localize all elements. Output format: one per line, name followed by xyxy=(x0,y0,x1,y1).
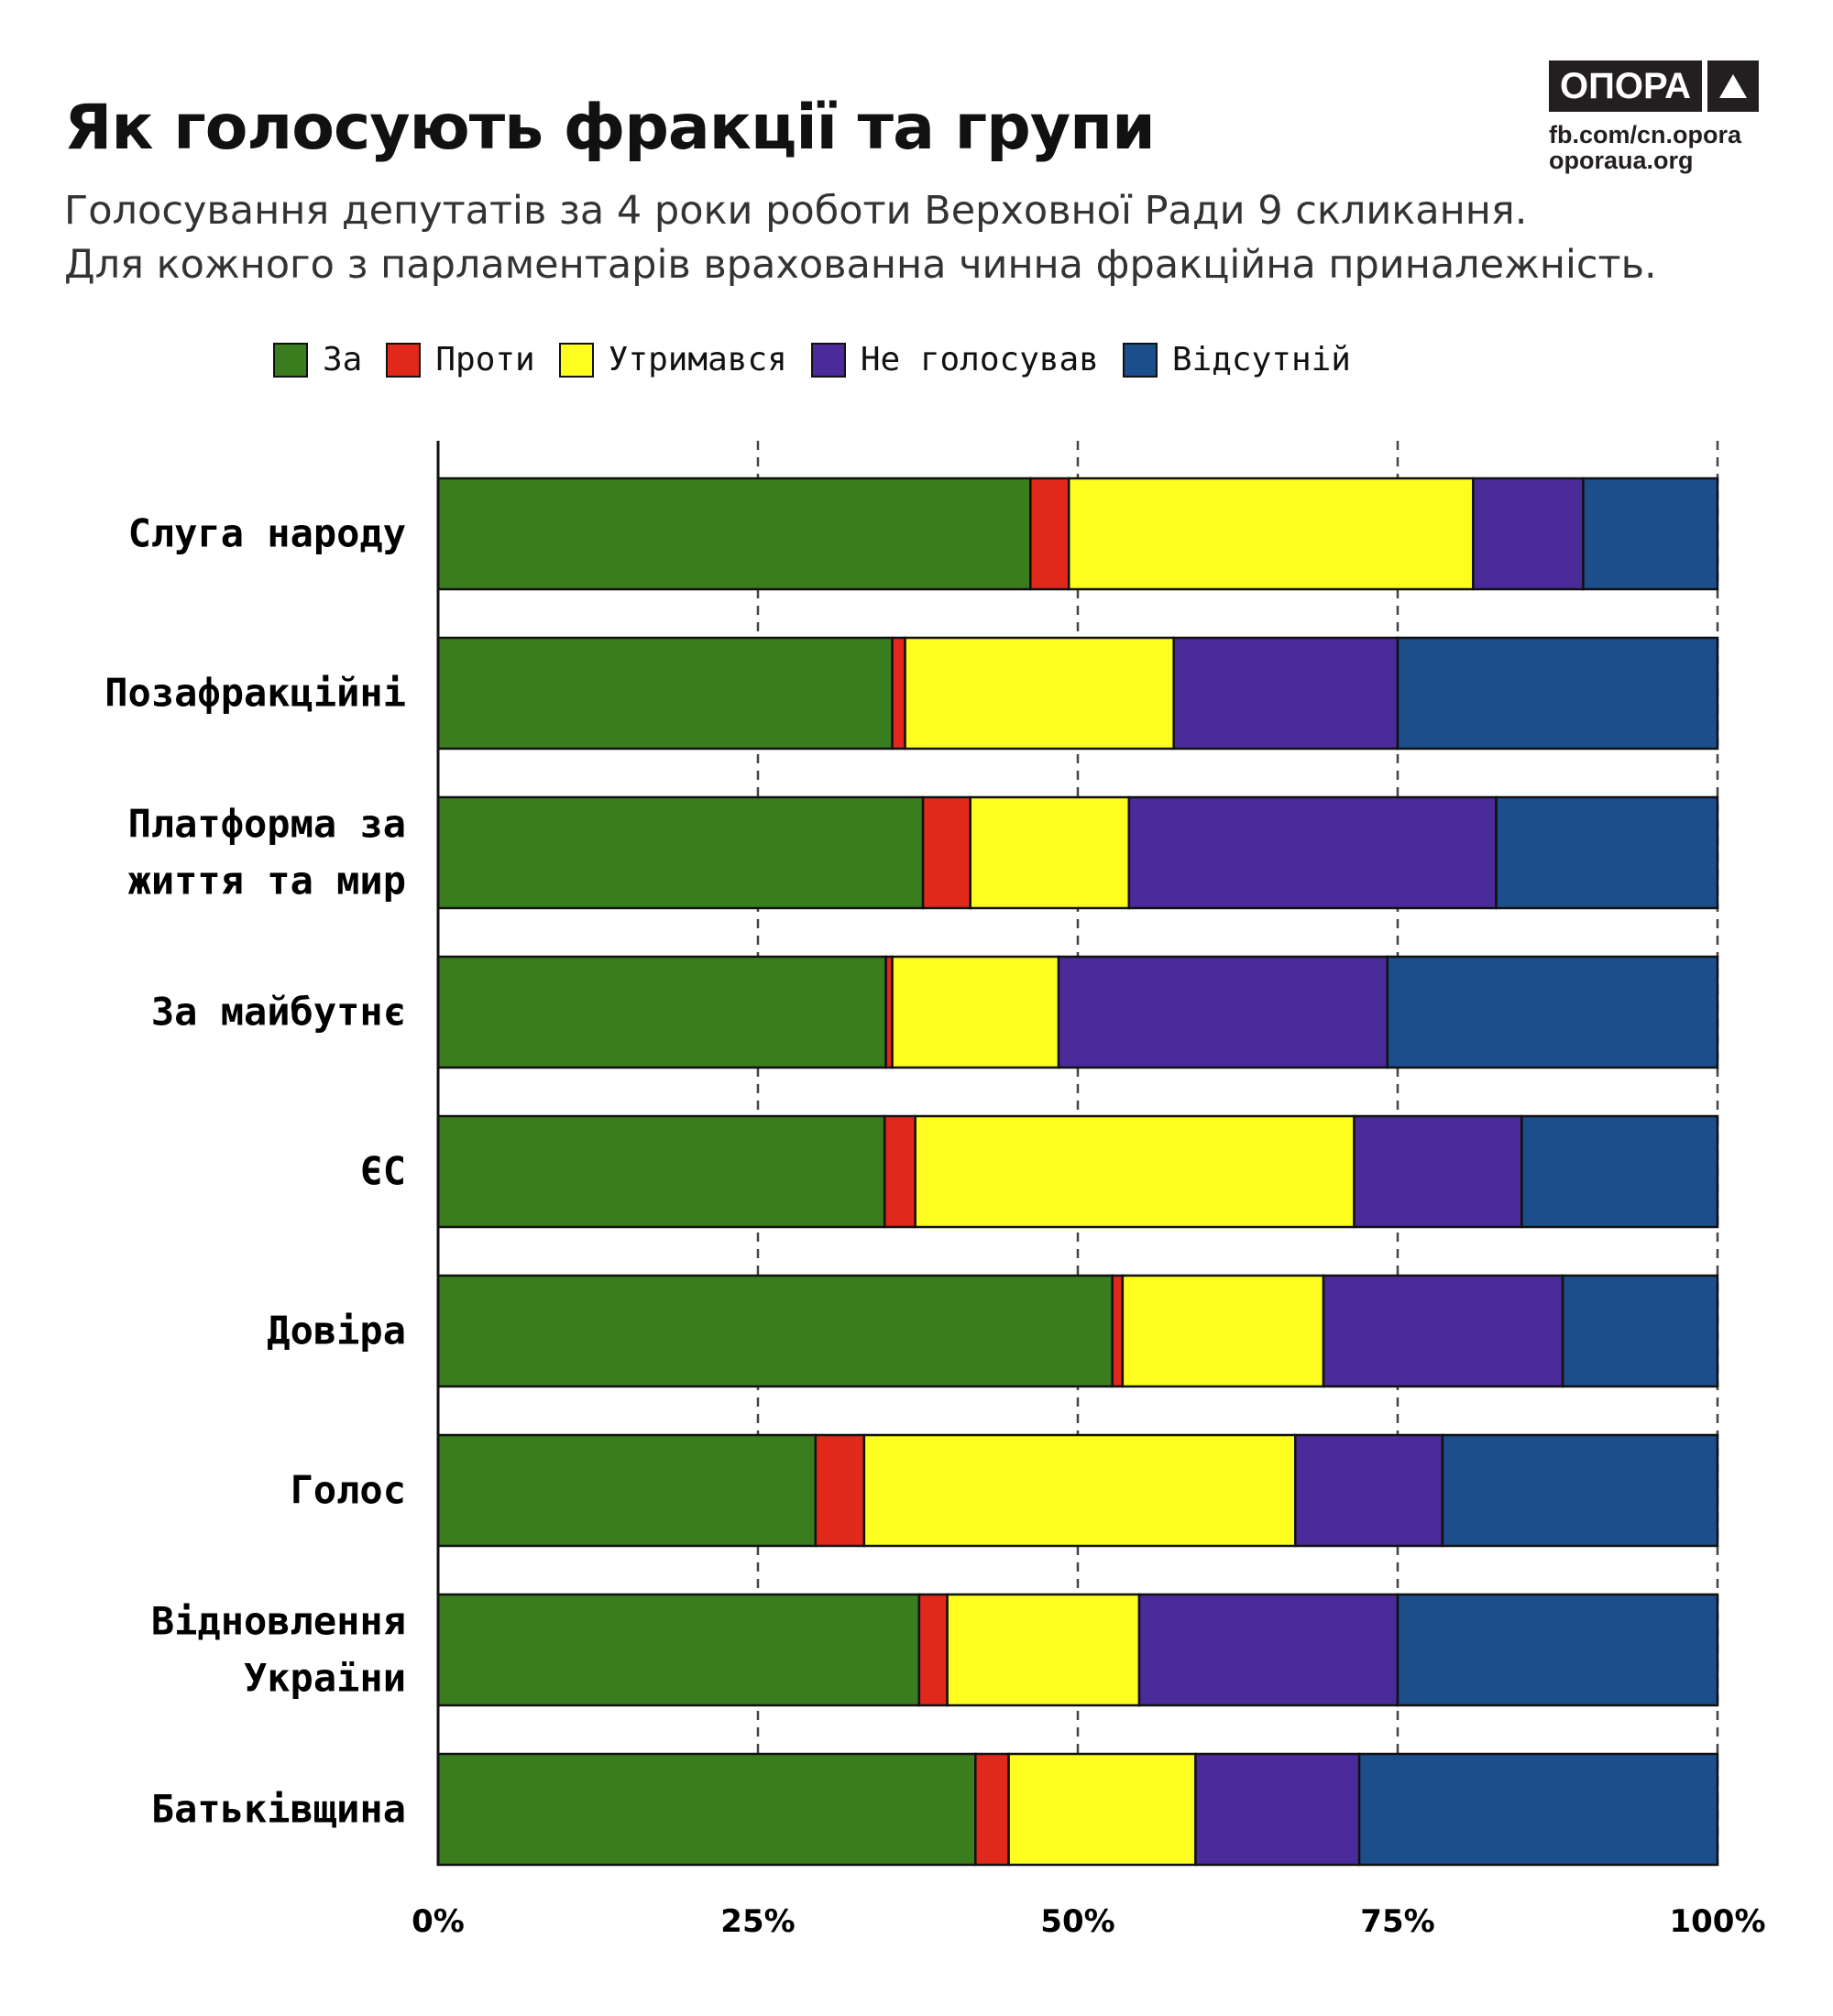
website-link: oporaua.org xyxy=(1549,147,1694,174)
bar-segment xyxy=(891,955,1060,1069)
logo-text: ОПОРА xyxy=(1549,60,1703,112)
bar-segment xyxy=(1495,795,1719,910)
bar-segment xyxy=(436,1433,818,1548)
category-label: Батьківщина xyxy=(151,1787,406,1832)
bar-segment xyxy=(436,1593,921,1707)
bar-segment xyxy=(1322,1274,1564,1388)
bar-segment xyxy=(914,1114,1356,1229)
bar-segment xyxy=(883,1114,916,1229)
bar-segment xyxy=(1111,1274,1125,1388)
x-tick-label: 100% xyxy=(1669,1903,1765,1940)
category-label: Платформа за xyxy=(128,802,406,847)
bar-segment xyxy=(1067,477,1475,591)
bar-segment xyxy=(436,795,925,910)
legend-item: Утримався xyxy=(558,341,787,378)
triangle-icon xyxy=(1707,60,1760,112)
bar-segment xyxy=(862,1433,1297,1548)
bar-segment xyxy=(1294,1433,1444,1548)
bar-segment xyxy=(1561,1274,1719,1388)
chart-title: Як голосують фракції та групи xyxy=(64,92,1156,164)
category-label: За майбутнє xyxy=(151,990,406,1035)
legend-label: За xyxy=(323,341,363,378)
category-label: Голос xyxy=(291,1468,406,1513)
bar-segment xyxy=(436,1752,977,1867)
x-tick-label: 50% xyxy=(1040,1903,1114,1940)
legend-item: За xyxy=(273,341,362,378)
bar-segment xyxy=(436,636,894,751)
x-tick-label: 75% xyxy=(1360,1903,1434,1940)
bar-segment xyxy=(436,1114,886,1229)
bar-segment xyxy=(1357,1752,1719,1867)
bar-segment xyxy=(1194,1752,1361,1867)
bar-segment xyxy=(969,795,1131,910)
legend-label: Відсутній xyxy=(1171,341,1351,378)
category-label: Позафракційні xyxy=(104,671,406,716)
bar-segment xyxy=(1007,1752,1197,1867)
category-label: Відновлення xyxy=(151,1599,406,1644)
bar-segment xyxy=(814,1433,866,1548)
bar-segment xyxy=(917,1593,949,1707)
facebook-link: fb.com/cn.opora xyxy=(1549,121,1742,148)
legend: За Проти Утримався Не голосував Відсутній xyxy=(273,341,1351,378)
bar-segment xyxy=(1441,1433,1719,1548)
bar-segment xyxy=(1127,795,1498,910)
legend-swatch xyxy=(1122,342,1158,378)
bar-segment xyxy=(1582,477,1719,591)
bar-segment xyxy=(1396,1593,1719,1707)
category-label: України xyxy=(244,1656,406,1701)
category-label: життя та мир xyxy=(128,859,406,904)
subtitle-line-1: Голосування депутатів за 4 роки роботи В… xyxy=(64,188,1528,234)
legend-label: Не голосував xyxy=(860,341,1099,378)
category-label: ЄС xyxy=(359,1149,406,1194)
legend-item: Відсутній xyxy=(1122,341,1351,378)
bar-segment xyxy=(974,1752,1010,1867)
opora-logo: ОПОРА xyxy=(1549,60,1760,112)
bar-segment xyxy=(436,955,887,1069)
bar-segment xyxy=(946,1593,1141,1707)
x-tick-label: 0% xyxy=(412,1903,465,1940)
subtitle-line-2: Для кожного з парламентарів врахованна ч… xyxy=(64,242,1657,288)
bar-segment xyxy=(1353,1114,1523,1229)
bar-segment xyxy=(904,636,1175,751)
legend-item: Проти xyxy=(386,341,535,378)
category-label: Довіра xyxy=(267,1309,406,1353)
legend-swatch xyxy=(558,342,594,378)
legend-item: Не голосував xyxy=(810,341,1099,378)
legend-swatch xyxy=(810,342,846,378)
bar-segment xyxy=(1057,955,1389,1069)
bar-segment xyxy=(1172,636,1399,751)
bar-segment xyxy=(891,636,906,751)
bar-segment xyxy=(436,477,1032,591)
bar-segment xyxy=(1121,1274,1325,1388)
legend-swatch xyxy=(273,342,308,378)
legend-swatch xyxy=(386,342,422,378)
legend-label: Утримався xyxy=(608,341,787,378)
bar-segment xyxy=(1029,477,1070,591)
bar-segment xyxy=(1520,1114,1719,1229)
x-tick-label: 25% xyxy=(720,1903,795,1940)
bar-segment xyxy=(436,1274,1114,1388)
legend-label: Проти xyxy=(435,341,535,378)
category-label: Слуга народу xyxy=(128,511,406,556)
bar-segment xyxy=(1472,477,1585,591)
bar-segment xyxy=(1137,1593,1399,1707)
bar-segment xyxy=(1396,636,1719,751)
bar-segment xyxy=(921,795,971,910)
bar-segment xyxy=(1386,955,1719,1069)
